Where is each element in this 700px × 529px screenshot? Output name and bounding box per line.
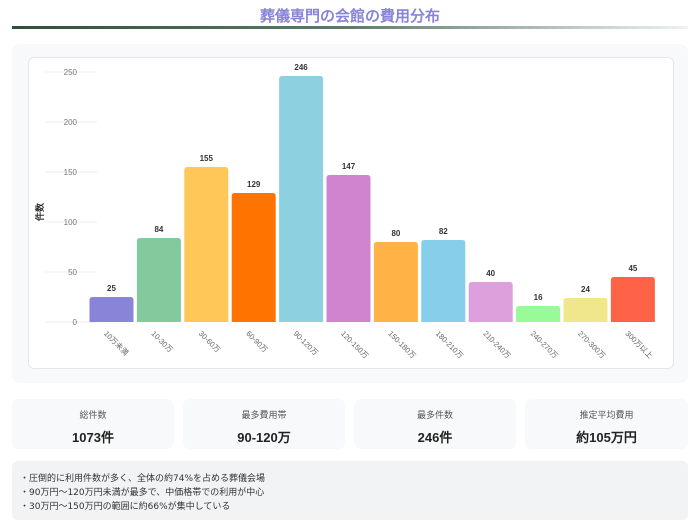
data-label: 80 xyxy=(391,229,400,238)
stat-value: 1073件 xyxy=(72,430,114,445)
data-label: 82 xyxy=(439,227,448,236)
stat-label: 推定平均費用 xyxy=(579,411,634,421)
y-tick-label: 0 xyxy=(73,318,78,327)
bar xyxy=(373,242,418,322)
data-label: 246 xyxy=(294,63,308,72)
data-label: 25 xyxy=(107,284,116,293)
bar xyxy=(563,298,608,322)
stat-label: 総件数 xyxy=(79,411,107,421)
stat-value: 90-120万 xyxy=(237,430,291,445)
x-tick-label: 180-210万 xyxy=(434,329,465,360)
stat-value: 246件 xyxy=(417,430,453,445)
stat-label: 最多件数 xyxy=(416,411,453,421)
y-tick-label: 200 xyxy=(64,118,78,127)
y-tick-label: 50 xyxy=(68,268,77,277)
bar xyxy=(231,193,276,322)
page-title: 葬儀専門の会館の費用分布 xyxy=(259,7,440,25)
x-tick-label: 10万未満 xyxy=(102,328,131,357)
data-label: 45 xyxy=(628,264,637,273)
x-tick-label: 150-180万 xyxy=(386,329,417,360)
bar xyxy=(279,76,324,322)
y-axis-label: 件数 xyxy=(34,202,45,221)
stat-total: 総件数 1073件 xyxy=(12,399,174,449)
x-tick-label: 10-30万 xyxy=(149,329,175,355)
x-tick-label: 240-270万 xyxy=(529,329,560,360)
data-label: 155 xyxy=(200,154,214,163)
note-item: ・30万円〜150万円の範囲に約66%が集中している xyxy=(20,502,231,512)
note-item: ・90万円〜120万円未満が最多で、中価格帯での利用が中心 xyxy=(20,488,265,498)
data-label: 147 xyxy=(342,162,356,171)
data-label: 16 xyxy=(534,293,543,302)
bar xyxy=(610,277,655,322)
stat-top-count: 最多件数 246件 xyxy=(354,399,516,449)
stat-value: 約105万円 xyxy=(576,430,637,445)
data-label: 24 xyxy=(581,285,590,294)
bar xyxy=(184,167,229,322)
y-tick-label: 100 xyxy=(64,218,78,227)
x-tick-label: 120-150万 xyxy=(339,329,370,360)
stat-top-range: 最多費用帯 90-120万 xyxy=(183,399,345,449)
notes-box: ・圧倒的に利用件数が多く、全体の約74%を占める葬儀会場 ・90万円〜120万円… xyxy=(12,461,688,520)
data-label: 129 xyxy=(247,180,261,189)
bar xyxy=(421,240,466,322)
stat-average: 推定平均費用約105万円 xyxy=(525,399,688,449)
bar xyxy=(468,282,513,322)
x-tick-label: 90-120万 xyxy=(292,329,321,358)
bar xyxy=(516,306,561,322)
x-tick-label: 60-90万 xyxy=(244,329,270,355)
x-tick-label: 270-300万 xyxy=(576,329,607,360)
data-label: 84 xyxy=(154,225,163,234)
note-item: ・圧倒的に利用件数が多く、全体の約74%を占める葬儀会場 xyxy=(20,474,266,484)
title-divider xyxy=(12,26,688,29)
x-tick-label: 210-240万 xyxy=(481,329,512,360)
data-label: 40 xyxy=(486,269,495,278)
bar xyxy=(89,297,134,322)
stat-label: 最多費用帯 xyxy=(241,411,287,421)
bar xyxy=(326,175,371,322)
y-tick-label: 250 xyxy=(64,68,78,77)
bar xyxy=(136,238,181,322)
x-tick-label: 300万以上 xyxy=(623,329,654,360)
bar-chart: 件数 0 50 100 150 200 250 25 10万未満 84 10-30万 155 30-6… xyxy=(34,63,655,361)
y-tick-label: 150 xyxy=(64,168,78,177)
x-tick-label: 30-60万 xyxy=(197,329,223,355)
